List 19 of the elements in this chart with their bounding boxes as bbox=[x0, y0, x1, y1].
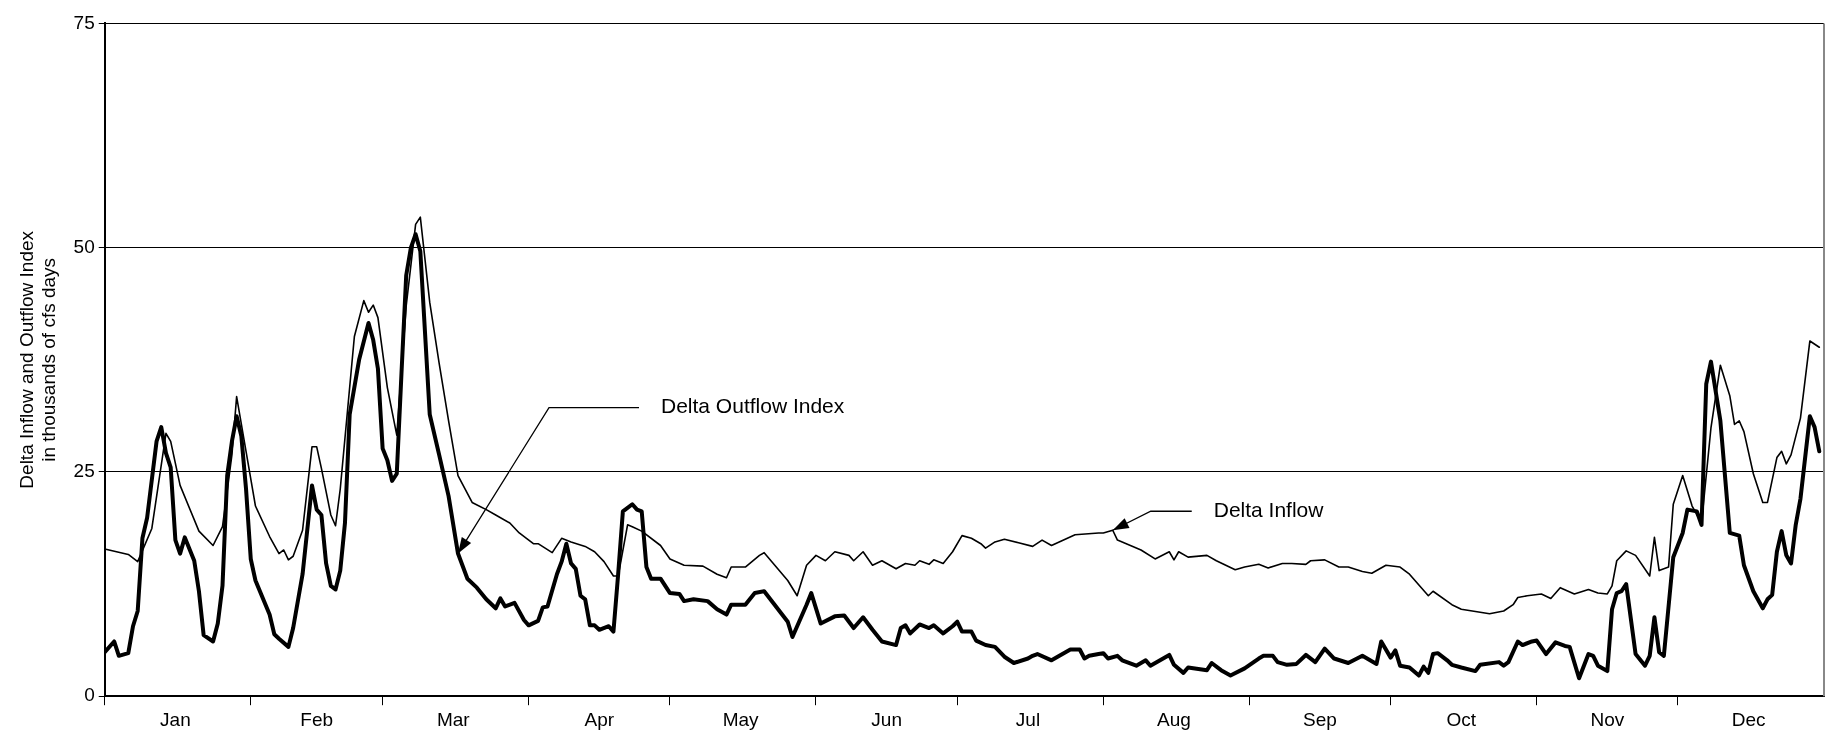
x-tick-label: Jan bbox=[160, 708, 191, 730]
x-tick-label: May bbox=[722, 708, 760, 730]
y-tick-label: 25 bbox=[73, 460, 95, 482]
x-tick-label: Apr bbox=[584, 708, 615, 730]
x-tick-label: Sep bbox=[1303, 708, 1337, 730]
x-tick-label: Aug bbox=[1157, 708, 1191, 730]
y-tick-label: 75 bbox=[73, 11, 95, 33]
annotation: Delta Inflow bbox=[1213, 498, 1325, 522]
x-tick-label: Mar bbox=[436, 708, 471, 730]
x-tick-label: Jul bbox=[1015, 708, 1041, 730]
x-tick-label: Nov bbox=[1590, 708, 1625, 730]
annotation: Delta Outflow Index bbox=[661, 394, 845, 418]
y-tick-label: 0 bbox=[84, 684, 95, 706]
x-tick-label: Jun bbox=[871, 708, 902, 730]
y-axis-title: Delta Inflow and Outflow Index in thousands of cfs days bbox=[15, 230, 60, 489]
y-tick-label: 50 bbox=[73, 235, 95, 257]
x-tick-label: Feb bbox=[300, 708, 334, 730]
x-tick-label: Oct bbox=[1446, 708, 1477, 730]
x-tick-label: Dec bbox=[1731, 708, 1766, 730]
